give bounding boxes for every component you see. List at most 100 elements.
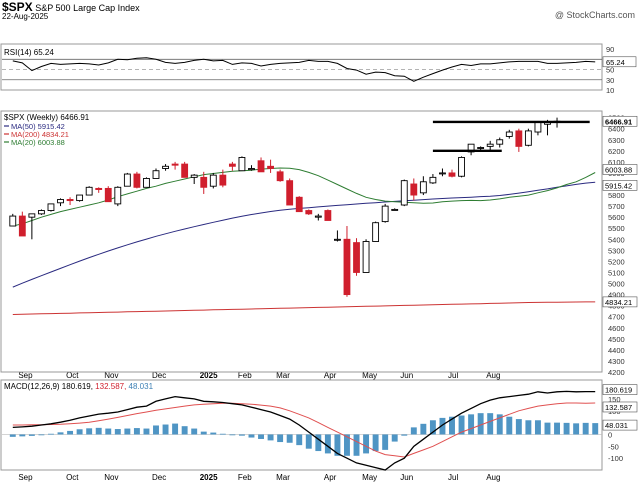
macd-histogram-bar: [449, 416, 455, 435]
macd-histogram-bar: [592, 423, 599, 435]
macd-histogram-bar: [496, 414, 503, 435]
candle-body: [496, 139, 504, 145]
macd-histogram-bar: [401, 434, 408, 436]
chart-header: $SPX S&P 500 Large Cap Index: [2, 0, 140, 14]
price-tick-label: 5800: [608, 191, 625, 200]
candle-body: [85, 186, 93, 196]
macd-last-value: 132.587: [605, 403, 632, 412]
x-axis-label: Aug: [486, 371, 500, 380]
candle-body: [343, 238, 351, 296]
macd-histogram-bar: [162, 424, 169, 435]
candle-body: [228, 163, 236, 167]
price-tick-label: 4500: [608, 335, 625, 344]
macd-histogram-bar: [19, 434, 26, 437]
candle-body: [391, 208, 399, 211]
candle-body: [305, 210, 313, 215]
x-axis-label: Jun: [400, 371, 413, 380]
macd-line: [12, 390, 596, 471]
macd-histogram-bar: [477, 413, 484, 435]
macd-last-value: 180.619: [605, 386, 632, 395]
candle-body: [381, 205, 389, 223]
watermark: @ StockCharts.com: [554, 10, 635, 20]
macd-histogram-bar: [153, 425, 159, 435]
candle-body: [314, 215, 322, 218]
candle-body: [76, 194, 84, 202]
price-title: $SPX (Weekly) 6466.91: [4, 113, 90, 122]
x-axis-label-bottom: Jul: [448, 473, 458, 482]
macd-tick-label: 150: [608, 395, 621, 404]
price-last-tag-box: [602, 115, 638, 127]
x-axis-label: Dec: [152, 371, 166, 380]
macd-histogram-bar: [210, 432, 217, 435]
macd-histogram-bar: [133, 428, 140, 435]
macd-histogram-bar: [48, 433, 54, 435]
macd-histogram-bar: [267, 434, 274, 441]
ma200-tag-box: [602, 296, 638, 308]
macd-histogram-bar: [286, 434, 293, 443]
x-axis-label: Feb: [238, 371, 252, 380]
rsi-tick-label: 50: [606, 66, 614, 75]
candle-body: [448, 172, 456, 177]
macd-last-value: 48.031: [605, 421, 628, 430]
candle-body: [353, 242, 360, 273]
candle-body: [95, 187, 103, 190]
candle-body: [104, 187, 112, 203]
rsi-tick-label: 90: [606, 45, 614, 54]
candle-body: [133, 173, 141, 188]
x-axis-label-bottom: Jun: [400, 473, 413, 482]
macd-last-box: [602, 384, 638, 395]
macd-line: [12, 402, 596, 458]
chart-date: 22-Aug-2025: [2, 12, 49, 21]
x-axis-label: Mar: [276, 371, 290, 380]
macd-histogram-bar: [28, 434, 35, 436]
price-tick-label: 4600: [608, 324, 625, 333]
rsi-frame: [0, 43, 603, 91]
macd-histogram-bar: [296, 434, 303, 446]
macd-histogram-bar: [219, 433, 226, 435]
candle-body: [334, 238, 341, 241]
candle-body: [47, 203, 55, 211]
macd-histogram-bar: [515, 419, 522, 435]
candle-body: [38, 210, 45, 215]
ma20-tag: 6003.88: [605, 165, 632, 174]
macd-histogram-bar: [525, 420, 532, 435]
macd-histogram-bar: [191, 428, 198, 435]
candle-body: [28, 213, 36, 218]
candle-body: [295, 196, 303, 213]
macd-title: MACD(12,26,9) 180.619, 132.587, 48.031: [4, 382, 154, 391]
macd-histogram-bar: [534, 420, 541, 435]
macd-histogram-bar: [248, 434, 255, 438]
price-tick-label: 4700: [608, 313, 625, 322]
x-axis-label-bottom: Sep: [18, 473, 33, 482]
macd-histogram-bar: [67, 430, 74, 435]
candle-body: [524, 130, 532, 146]
rsi-tick-label: 10: [606, 86, 614, 95]
candle-body: [534, 121, 542, 133]
price-panel: 6500640063006200610060005900580057005600…: [0, 110, 638, 377]
x-axis-label: May: [362, 371, 377, 380]
macd-histogram-bar: [143, 428, 150, 435]
x-axis-label: 2025: [200, 371, 218, 380]
macd-histogram-bar: [563, 422, 570, 435]
macd-histogram-bar: [363, 434, 370, 454]
macd-histogram-bar: [105, 428, 112, 435]
macd-histogram-bar: [544, 422, 551, 435]
candle-body: [486, 143, 494, 147]
x-axis-label-bottom: Dec: [152, 473, 166, 482]
macd-histogram-bar: [439, 417, 446, 435]
candle-body: [505, 131, 513, 137]
price-tick-label: 5500: [608, 224, 625, 233]
macd-histogram-bar: [38, 434, 45, 436]
candle-body: [372, 222, 380, 242]
x-axis-label-bottom: Nov: [104, 473, 118, 482]
x-axis-label-bottom: Mar: [276, 473, 290, 482]
legend-entry: MA(20) 6003.88: [11, 138, 65, 147]
candle-body: [276, 171, 284, 182]
macd-histogram-bar: [468, 414, 475, 435]
candle-body: [257, 160, 265, 173]
macd-histogram-bar: [391, 434, 398, 442]
candle-body: [143, 178, 150, 188]
candle-body: [286, 180, 294, 206]
